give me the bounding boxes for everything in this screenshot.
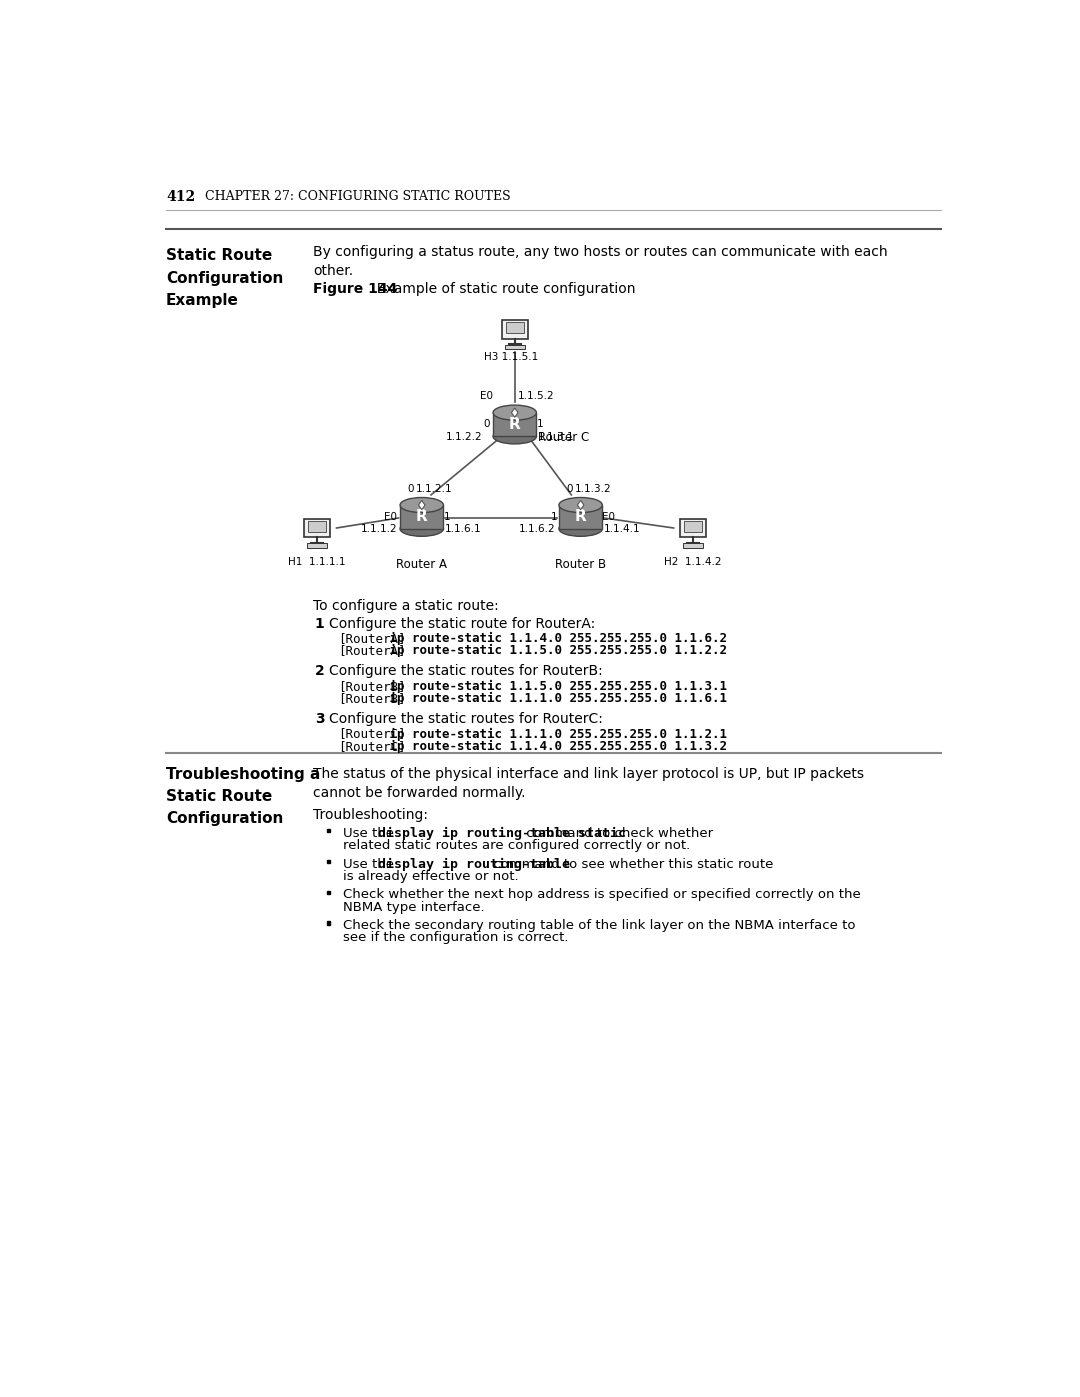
Text: By configuring a status route, any two hosts or routes can communicate with each: By configuring a status route, any two h…	[313, 244, 888, 278]
Text: command to see whether this static route: command to see whether this static route	[489, 858, 773, 870]
Ellipse shape	[559, 521, 603, 536]
Text: Router B: Router B	[555, 557, 606, 571]
Text: ip route-static 1.1.5.0 255.255.255.0 1.1.3.1: ip route-static 1.1.5.0 255.255.255.0 1.…	[382, 680, 727, 693]
Text: [RouterA]: [RouterA]	[338, 631, 406, 645]
Text: 1.1.3.1: 1.1.3.1	[538, 432, 575, 441]
Text: 1.1.6.1: 1.1.6.1	[445, 524, 482, 534]
Text: Example of static route configuration: Example of static route configuration	[367, 282, 635, 296]
Text: E0: E0	[603, 511, 616, 522]
Text: 3: 3	[314, 712, 324, 726]
Text: is already effective or not.: is already effective or not.	[342, 870, 518, 883]
Polygon shape	[578, 500, 584, 510]
Text: related static routes are configured correctly or not.: related static routes are configured cor…	[342, 840, 690, 852]
Text: ip route-static 1.1.4.0 255.255.255.0 1.1.3.2: ip route-static 1.1.4.0 255.255.255.0 1.…	[382, 740, 727, 753]
Text: Router C: Router C	[538, 432, 590, 444]
Text: H1  1.1.1.1: H1 1.1.1.1	[288, 557, 346, 567]
Text: [RouterC]: [RouterC]	[338, 740, 406, 753]
Text: Configure the static routes for RouterC:: Configure the static routes for RouterC:	[328, 712, 603, 726]
Text: Check the secondary routing table of the link layer on the NBMA interface to: Check the secondary routing table of the…	[342, 919, 855, 932]
Text: 1.1.2.1: 1.1.2.1	[416, 483, 453, 493]
Text: ip route-static 1.1.5.0 255.255.255.0 1.1.2.2: ip route-static 1.1.5.0 255.255.255.0 1.…	[382, 644, 727, 658]
Text: Check whether the next hop address is specified or specified correctly on the: Check whether the next hop address is sp…	[342, 888, 861, 901]
Bar	[307, 543, 327, 548]
Bar	[502, 320, 527, 338]
Bar	[504, 345, 525, 349]
Text: 1.1.6.2: 1.1.6.2	[519, 524, 556, 534]
Text: ip route-static 1.1.1.0 255.255.255.0 1.1.6.1: ip route-static 1.1.1.0 255.255.255.0 1.…	[382, 692, 727, 705]
Ellipse shape	[559, 497, 603, 513]
Text: Troubleshooting:: Troubleshooting:	[313, 809, 429, 823]
Text: Configure the static route for RouterA:: Configure the static route for RouterA:	[328, 616, 595, 630]
Text: 0: 0	[566, 483, 572, 493]
Text: display ip routing-table: display ip routing-table	[378, 858, 570, 870]
Text: 412: 412	[166, 190, 195, 204]
Text: 1: 1	[314, 616, 325, 630]
Text: CHAPTER 27: CONFIGURING STATIC ROUTES: CHAPTER 27: CONFIGURING STATIC ROUTES	[205, 190, 511, 204]
Text: 1.1.1.2: 1.1.1.2	[361, 524, 397, 534]
Text: Configure the static routes for RouterB:: Configure the static routes for RouterB:	[328, 665, 603, 679]
Text: command to check whether: command to check whether	[522, 827, 713, 840]
Text: 2: 2	[314, 665, 325, 679]
Text: [RouterB]: [RouterB]	[338, 692, 406, 705]
Ellipse shape	[400, 497, 444, 513]
Text: ip route-static 1.1.4.0 255.255.255.0 1.1.6.2: ip route-static 1.1.4.0 255.255.255.0 1.…	[382, 631, 727, 645]
Text: NBMA type interface.: NBMA type interface.	[342, 901, 484, 914]
Text: 0: 0	[484, 419, 490, 429]
Text: [RouterC]: [RouterC]	[338, 728, 406, 740]
Text: 1.1.4.1: 1.1.4.1	[604, 524, 640, 534]
Text: Use the: Use the	[342, 827, 397, 840]
Bar	[327, 922, 330, 925]
Text: Troubleshooting a
Static Route
Configuration: Troubleshooting a Static Route Configura…	[166, 767, 321, 826]
FancyBboxPatch shape	[559, 506, 603, 529]
Text: Static Route
Configuration
Example: Static Route Configuration Example	[166, 249, 283, 307]
Bar	[680, 518, 706, 538]
Text: [RouterA]: [RouterA]	[338, 644, 406, 657]
Text: 1.1.2.2: 1.1.2.2	[446, 432, 482, 441]
Text: 1: 1	[537, 419, 543, 429]
Text: R: R	[416, 510, 428, 524]
Bar	[327, 828, 330, 833]
FancyBboxPatch shape	[494, 412, 537, 436]
Text: H2  1.1.4.2: H2 1.1.4.2	[664, 557, 721, 567]
Bar	[327, 891, 330, 894]
Bar	[683, 543, 703, 548]
Text: E0: E0	[384, 511, 397, 522]
Bar	[305, 518, 329, 538]
Polygon shape	[512, 408, 518, 418]
FancyBboxPatch shape	[400, 506, 444, 529]
Text: 1.1.3.2: 1.1.3.2	[575, 483, 611, 493]
Ellipse shape	[400, 521, 444, 536]
Text: The status of the physical interface and link layer protocol is UP, but IP packe: The status of the physical interface and…	[313, 767, 864, 800]
Text: Figure 144: Figure 144	[313, 282, 397, 296]
Ellipse shape	[494, 405, 537, 420]
Text: 1.1.5.2: 1.1.5.2	[517, 391, 554, 401]
Text: 0: 0	[407, 483, 414, 493]
Text: R: R	[509, 418, 521, 432]
Text: To configure a static route:: To configure a static route:	[313, 599, 499, 613]
Bar	[308, 521, 326, 532]
Text: see if the configuration is correct.: see if the configuration is correct.	[342, 932, 568, 944]
Text: Use the: Use the	[342, 858, 397, 870]
Text: [RouterB]: [RouterB]	[338, 680, 406, 693]
Bar	[505, 323, 524, 334]
Bar	[684, 521, 702, 532]
Text: 1: 1	[551, 511, 557, 522]
Text: H3 1.1.5.1: H3 1.1.5.1	[484, 352, 538, 362]
Text: 1: 1	[444, 511, 450, 522]
Bar	[327, 861, 330, 863]
Text: Router A: Router A	[396, 557, 447, 571]
Text: R: R	[575, 510, 586, 524]
Polygon shape	[418, 500, 426, 510]
Text: display ip routing-table static: display ip routing-table static	[378, 827, 625, 840]
Text: ip route-static 1.1.1.0 255.255.255.0 1.1.2.1: ip route-static 1.1.1.0 255.255.255.0 1.…	[382, 728, 727, 740]
Ellipse shape	[494, 429, 537, 444]
Text: E0: E0	[480, 391, 494, 401]
